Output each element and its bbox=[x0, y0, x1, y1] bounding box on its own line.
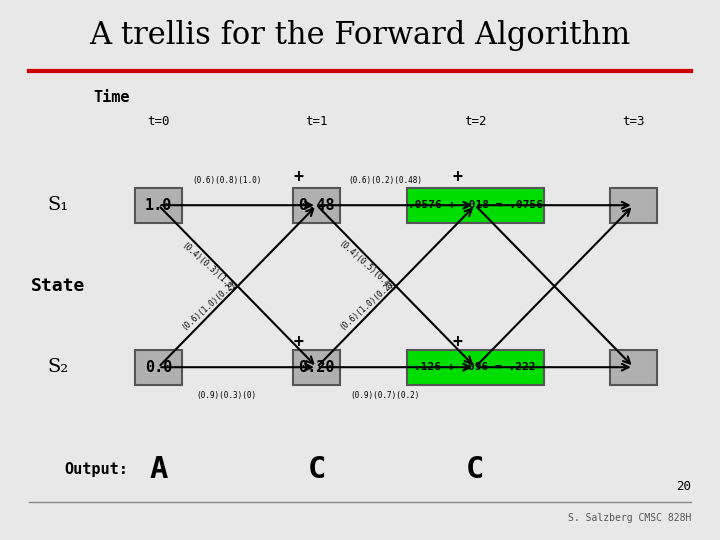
Text: t=1: t=1 bbox=[305, 115, 328, 128]
Text: A trellis for the Forward Algorithm: A trellis for the Forward Algorithm bbox=[89, 19, 631, 51]
FancyBboxPatch shape bbox=[407, 350, 544, 384]
Text: Time: Time bbox=[94, 90, 130, 105]
Text: 0.48: 0.48 bbox=[299, 198, 335, 213]
FancyBboxPatch shape bbox=[294, 187, 340, 222]
FancyBboxPatch shape bbox=[407, 187, 544, 222]
Text: 0.20: 0.20 bbox=[299, 360, 335, 375]
Text: (0.9)(0.3)(0): (0.9)(0.3)(0) bbox=[197, 391, 257, 400]
Text: t=2: t=2 bbox=[464, 115, 487, 128]
Text: 1.0: 1.0 bbox=[145, 198, 172, 213]
Text: (0.6)(1.0)(0.2): (0.6)(1.0)(0.2) bbox=[338, 279, 396, 332]
Text: .126 + .096 = .222: .126 + .096 = .222 bbox=[415, 362, 536, 372]
Text: +: + bbox=[452, 168, 462, 186]
Text: (0.6)(1.0)(0.2): (0.6)(1.0)(0.2) bbox=[180, 279, 238, 332]
Text: S₂: S₂ bbox=[47, 358, 68, 376]
Text: S₁: S₁ bbox=[47, 196, 68, 214]
Text: .0576 + .018 = .0756: .0576 + .018 = .0756 bbox=[408, 200, 543, 210]
FancyBboxPatch shape bbox=[611, 187, 657, 222]
Text: (0.4)(0.5)(0.48): (0.4)(0.5)(0.48) bbox=[337, 239, 397, 295]
Text: t=0: t=0 bbox=[147, 115, 170, 128]
Text: (0.9)(0.7)(0.2): (0.9)(0.7)(0.2) bbox=[351, 391, 420, 400]
Text: +: + bbox=[294, 333, 304, 351]
Text: (0.6)(0.8)(1.0): (0.6)(0.8)(1.0) bbox=[192, 177, 261, 185]
Text: Output:: Output: bbox=[65, 462, 129, 477]
Text: t=3: t=3 bbox=[622, 115, 645, 128]
Text: C: C bbox=[466, 455, 485, 484]
FancyBboxPatch shape bbox=[611, 350, 657, 384]
Text: 0.0: 0.0 bbox=[145, 360, 172, 375]
Text: (0.6)(0.2)(0.48): (0.6)(0.2)(0.48) bbox=[348, 177, 422, 185]
Text: C: C bbox=[307, 455, 326, 484]
Text: 20: 20 bbox=[676, 480, 691, 492]
FancyBboxPatch shape bbox=[294, 350, 340, 384]
FancyBboxPatch shape bbox=[135, 187, 181, 222]
Text: A: A bbox=[149, 455, 168, 484]
FancyBboxPatch shape bbox=[135, 350, 181, 384]
Text: +: + bbox=[452, 333, 462, 351]
Text: S. Salzberg CMSC 828H: S. Salzberg CMSC 828H bbox=[568, 514, 691, 523]
Text: +: + bbox=[294, 168, 304, 186]
Text: (0.4)(0.3)(1.0): (0.4)(0.3)(1.0) bbox=[180, 241, 238, 294]
Text: State: State bbox=[30, 277, 85, 295]
